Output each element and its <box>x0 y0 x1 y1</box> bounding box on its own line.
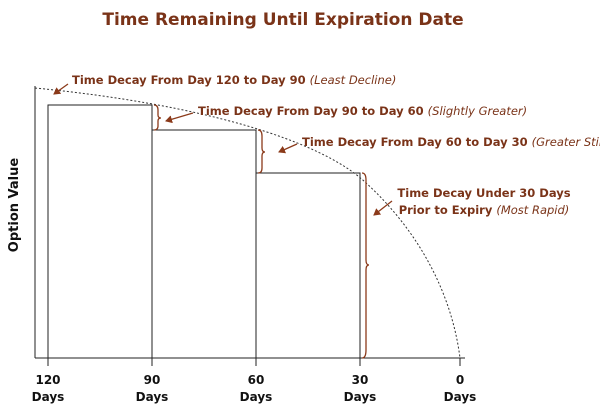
brace <box>257 129 266 174</box>
tick-unit: Days <box>136 390 169 404</box>
annotation: Time Decay From Day 120 to Day 90 (Least… <box>72 73 396 87</box>
annotation: Prior to Expiry (Most Rapid) <box>399 203 570 217</box>
title: Time Remaining Until Expiration Date <box>102 10 463 30</box>
annotation: Time Decay From Day 90 to Day 60 (Slight… <box>198 104 527 118</box>
brace <box>361 172 370 359</box>
tick-unit: Days <box>32 390 65 404</box>
tick-unit: Days <box>444 390 477 404</box>
annotation-text: Time Decay From Day 60 to Day 30 <box>302 135 528 149</box>
annotation-note: (Most Rapid) <box>496 203 569 217</box>
x-tick-labels: 120 Days 90 Days 60 Days 30 Days 0 Days <box>32 373 477 404</box>
y-axis-label: Option Value <box>7 158 22 253</box>
tick-unit: Days <box>344 390 377 404</box>
annotation-note: (Least Decline) <box>310 73 397 87</box>
tick-number: 120 <box>35 373 60 387</box>
annotation-text: Time Decay From Day 120 to Day 90 <box>72 73 306 87</box>
decay-block <box>151 129 257 359</box>
annotation-note: (Slightly Greater) <box>428 104 528 118</box>
arrow <box>53 83 69 95</box>
annotation-note: (Greater Still) <box>532 135 600 149</box>
decay-block <box>47 104 153 359</box>
decay-block <box>255 172 361 359</box>
decay-curve <box>34 87 461 359</box>
annotation-text: Time Decay From Day 90 to Day 60 <box>198 104 424 118</box>
annotation-line: Time Decay Under 30 Days <box>397 186 570 200</box>
annotation-text: Prior to Expiry <box>399 203 493 217</box>
arrow <box>278 143 298 154</box>
arrow <box>373 200 393 216</box>
tick-number: 60 <box>248 373 265 387</box>
tick-number: 0 <box>456 373 464 387</box>
arrow <box>165 112 194 124</box>
tick-number: 30 <box>352 373 369 387</box>
annotation: Time Decay From Day 60 to Day 30 (Greate… <box>302 135 600 149</box>
tick-number: 90 <box>144 373 161 387</box>
brace <box>153 104 162 131</box>
tick-unit: Days <box>240 390 273 404</box>
x-tick-marks <box>47 358 461 366</box>
